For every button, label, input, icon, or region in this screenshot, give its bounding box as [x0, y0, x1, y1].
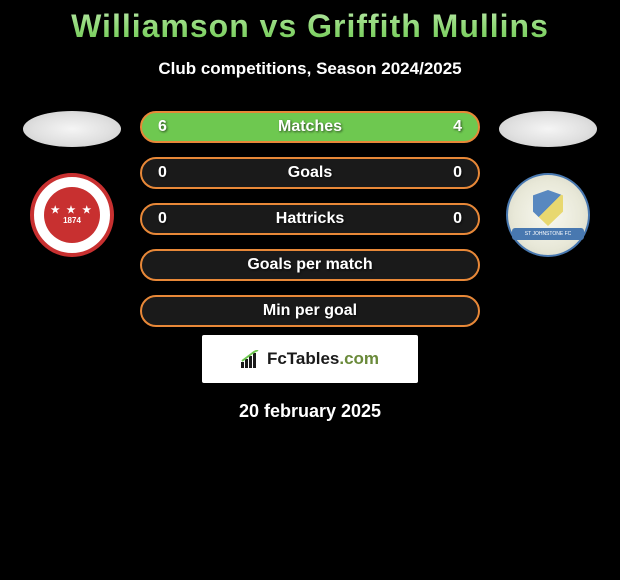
right-team-column: ST JOHNSTONE FC [498, 111, 598, 257]
stat-left-value: 6 [158, 118, 167, 136]
stat-bar: Min per goal [140, 295, 480, 327]
date-label: 20 february 2025 [239, 401, 381, 422]
logo-suffix: .com [339, 349, 379, 368]
stat-label: Matches [278, 118, 342, 136]
stats-bars: 6 Matches 4 0 Goals 0 0 Hattricks 0 Goals per mat… [140, 111, 480, 327]
left-team-column: ★ ★ ★ 1874 [22, 111, 122, 257]
bar-chart-icon [241, 350, 263, 368]
right-player-platform [499, 111, 597, 147]
stat-bar: 6 Matches 4 [140, 111, 480, 143]
stat-right-value: 0 [453, 210, 462, 228]
left-player-platform [23, 111, 121, 147]
shield-icon [533, 190, 563, 226]
stat-label: Min per goal [263, 302, 357, 320]
left-team-crest: ★ ★ ★ 1874 [30, 173, 114, 257]
right-team-crest: ST JOHNSTONE FC [506, 173, 590, 257]
comparison-row: ★ ★ ★ 1874 6 Matches 4 0 Goals 0 0 Hattricks 0 Go… [0, 111, 620, 327]
stat-bar: 0 Hattricks 0 [140, 203, 480, 235]
stat-left-value: 0 [158, 164, 167, 182]
subtitle: Club competitions, Season 2024/2025 [158, 59, 461, 79]
right-crest-ribbon: ST JOHNSTONE FC [512, 228, 584, 240]
left-crest-inner: ★ ★ ★ 1874 [44, 187, 100, 243]
comparison-card: Williamson vs Griffith Mullins Club comp… [0, 0, 620, 422]
stat-label: Goals [288, 164, 332, 182]
source-logo-text: FcTables.com [267, 349, 379, 369]
logo-brand: FcTables [267, 349, 339, 368]
stat-right-value: 4 [453, 118, 462, 136]
source-logo: FcTables.com [202, 335, 418, 383]
stat-right-value: 0 [453, 164, 462, 182]
stat-label: Goals per match [247, 256, 372, 274]
right-crest-inner: ST JOHNSTONE FC [516, 183, 580, 247]
stat-left-value: 0 [158, 210, 167, 228]
stat-bar: Goals per match [140, 249, 480, 281]
page-title: Williamson vs Griffith Mullins [71, 8, 549, 45]
left-crest-year: 1874 [63, 216, 81, 225]
stat-bar: 0 Goals 0 [140, 157, 480, 189]
star-icon: ★ ★ ★ [51, 205, 93, 216]
stat-label: Hattricks [276, 210, 344, 228]
